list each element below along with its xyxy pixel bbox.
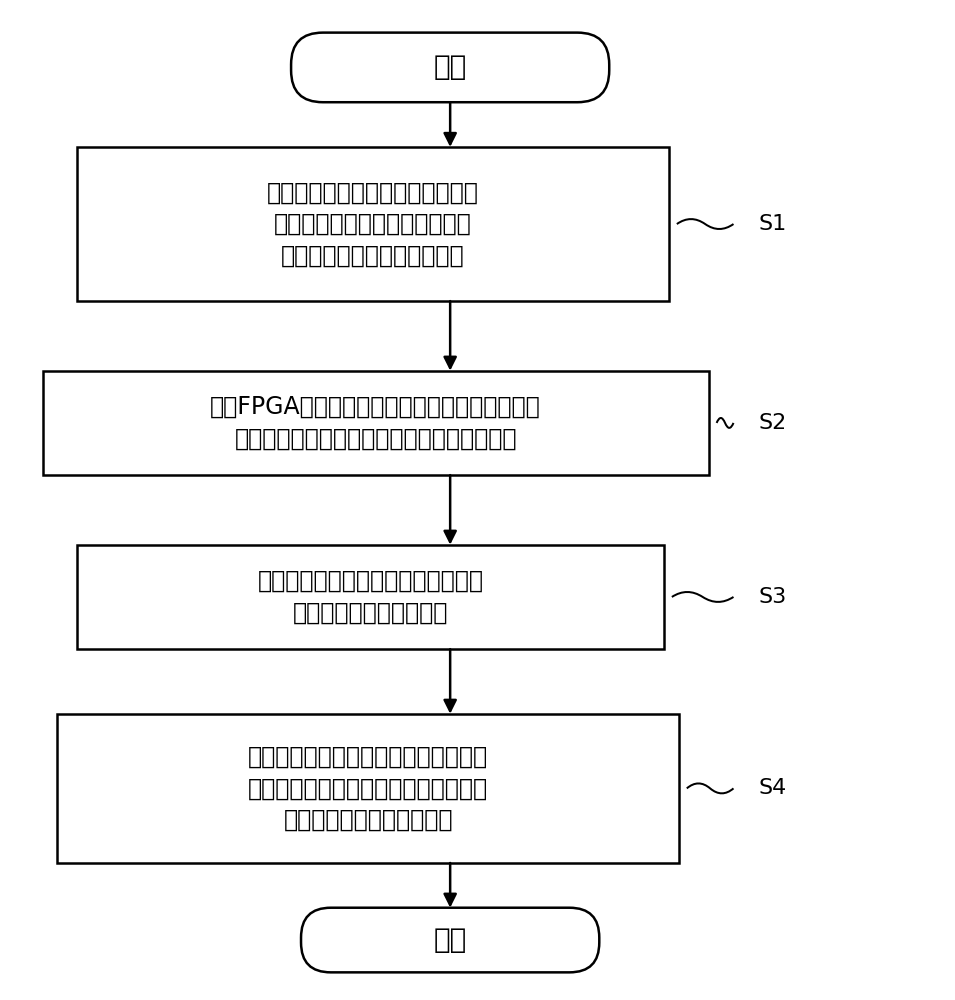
Text: S4: S4 [758,778,787,798]
Bar [77,545,664,649]
Text: 利用FPGA模块采集数据采集传感器的输入信号，
实时获取人体温度、皮肤压力及皮肤湿度数据: 利用FPGA模块采集数据采集传感器的输入信号， 实时获取人体温度、皮肤压力及皮肤… [210,395,541,451]
Text: 开始: 开始 [434,53,467,81]
FancyBboxPatch shape [291,33,609,102]
Bar [57,714,679,863]
Text: S2: S2 [758,413,787,433]
Text: 根据用户设置的控制参数，控制微波
发生器发射的波长及能量: 根据用户设置的控制参数，控制微波 发生器发射的波长及能量 [258,569,483,625]
FancyBboxPatch shape [301,908,600,972]
Bar [43,371,709,475]
Bar [77,147,668,301]
Text: S1: S1 [758,214,787,234]
Text: S3: S3 [758,587,787,607]
Text: 结束: 结束 [434,926,467,954]
Text: 将当前人体温度、皮肤压力、皮肤湿度
数据以及微波发生器的控制状态反馈给
用户移动终端进行显示查看: 将当前人体温度、皮肤压力、皮肤湿度 数据以及微波发生器的控制状态反馈给 用户移动… [248,745,488,832]
Text: 将多功能光照美容仪通过移动通信
模块和用户移动终端相连，用于
获取用户在线设置的控制参数: 将多功能光照美容仪通过移动通信 模块和用户移动终端相连，用于 获取用户在线设置的… [267,180,479,268]
